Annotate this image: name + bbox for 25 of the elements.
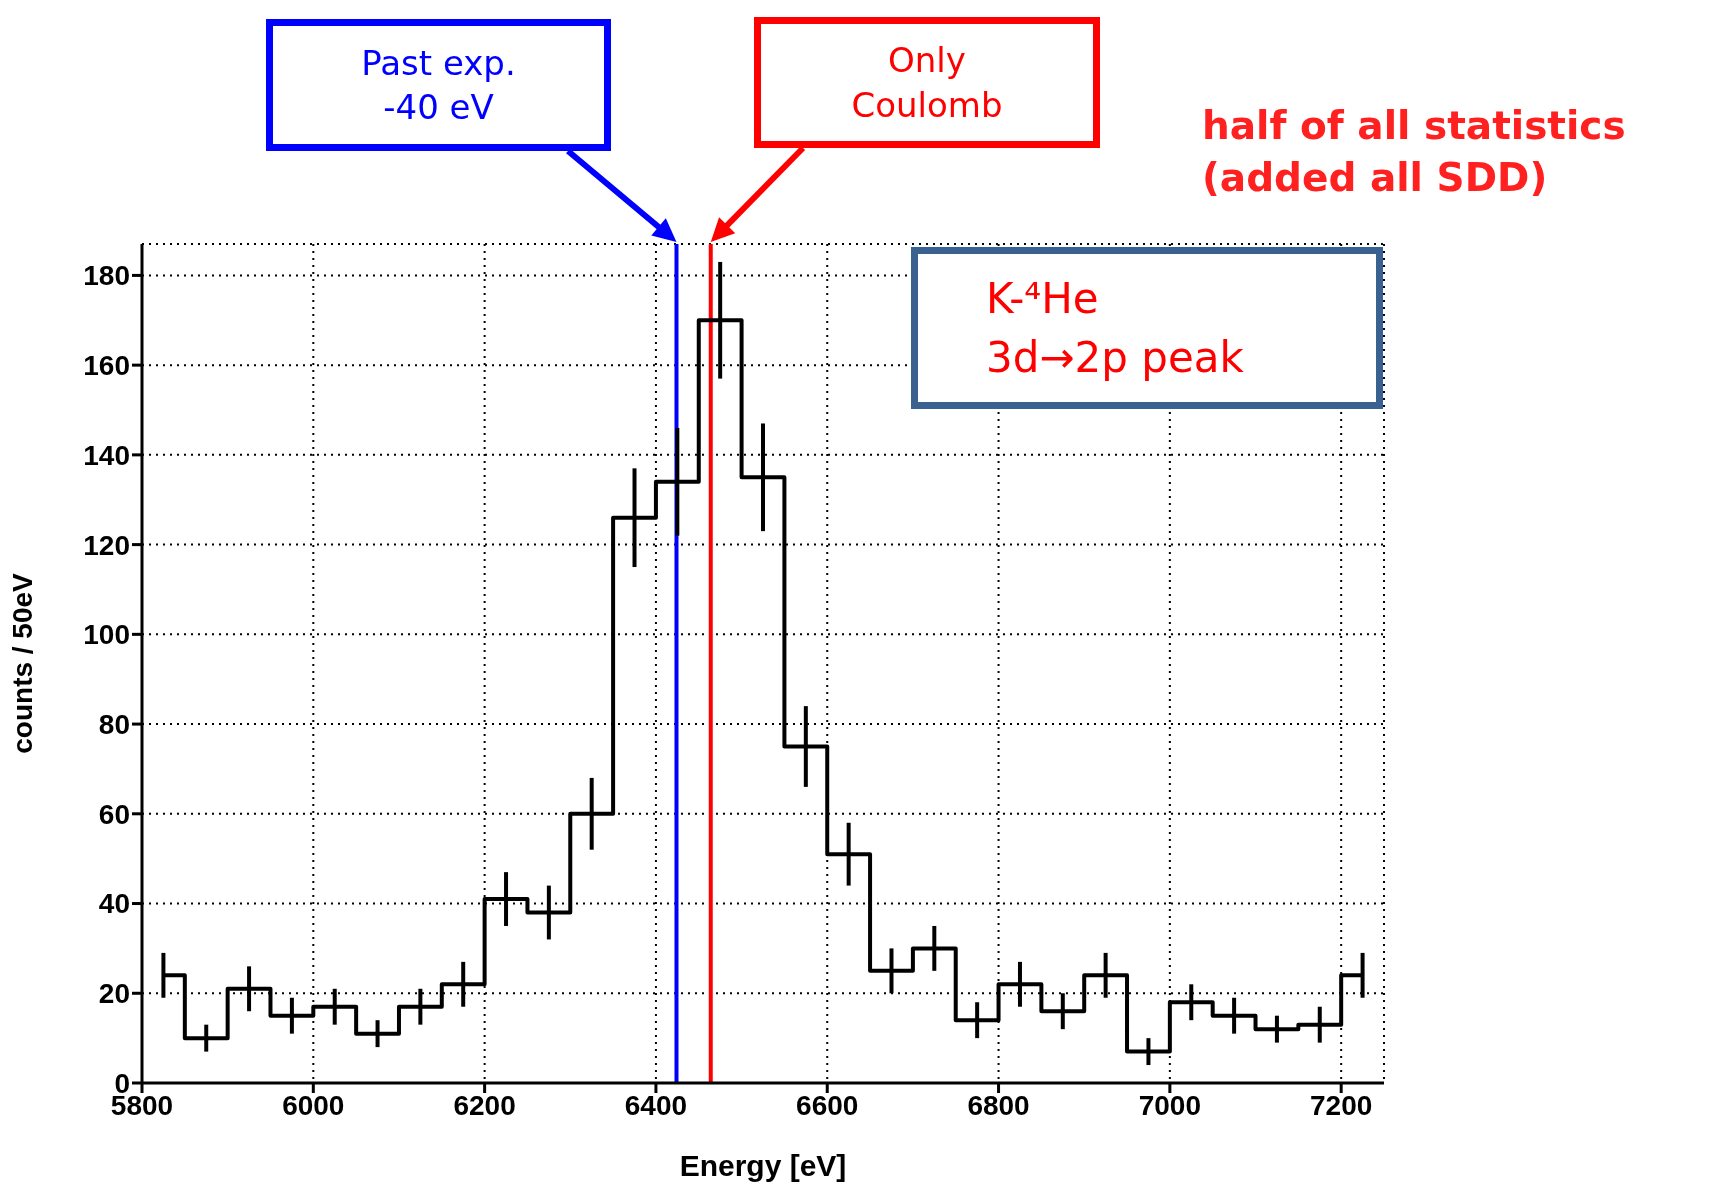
y-tick-label: 60 (98, 798, 130, 830)
callout-box: Only Coulomb (754, 17, 1100, 148)
x-tick-label: 7200 (1310, 1089, 1373, 1121)
y-tick-label: 40 (98, 888, 130, 920)
annotation: K-⁴He 3d→2p peak (986, 273, 1245, 384)
y-tick-label: 100 (83, 619, 130, 651)
x-axis-title: Energy [eV] (679, 1149, 847, 1182)
y-axis-title: counts / 50eV (6, 572, 38, 754)
ref-line-label: Only Coulomb (850, 39, 1004, 127)
ref-line-label: Past exp. -40 eV (360, 41, 517, 129)
x-tick-label: 7000 (1138, 1089, 1202, 1121)
text: half of all statistics (added all SDD) (1202, 102, 1626, 202)
x-tick-label: 6600 (796, 1089, 859, 1121)
y-tick-label: 180 (83, 260, 130, 292)
x-tick-label: 6800 (967, 1089, 1030, 1121)
x-tick-label: 6200 (453, 1089, 516, 1121)
x-tick-label: 6000 (282, 1089, 345, 1121)
y-tick-label: 120 (83, 529, 130, 561)
y-tick-label: 140 (83, 439, 130, 471)
y-tick-label: 160 (83, 350, 130, 382)
y-tick-label: 20 (98, 978, 130, 1010)
callout-box: Past exp. -40 eV (266, 19, 611, 151)
callout-box: K-⁴He 3d→2p peak (911, 247, 1383, 409)
y-tick-label: 80 (98, 709, 130, 741)
x-tick-label: 6400 (624, 1089, 688, 1121)
